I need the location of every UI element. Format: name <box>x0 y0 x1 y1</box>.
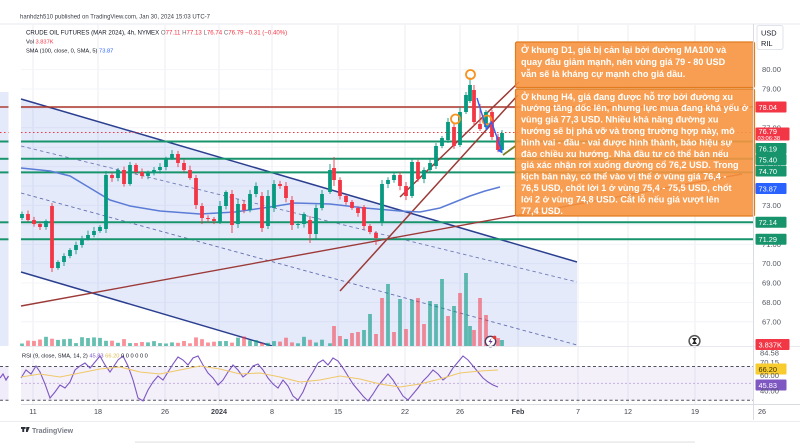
svg-text:66.20: 66.20 <box>759 365 778 374</box>
svg-text:60.00: 60.00 <box>760 371 779 380</box>
svg-text:lời 2 ở vùng 74,8 USD. Cắt lỗ: lời 2 ở vùng 74,8 USD. Cắt lỗ nếu giá vư… <box>521 193 719 204</box>
svg-text:26: 26 <box>161 407 169 416</box>
svg-text:73.87: 73.87 <box>759 184 778 193</box>
svg-text:CRUDE OIL FUTURES (MAR 2024),: CRUDE OIL FUTURES (MAR 2024), 4h, NYMEX … <box>26 30 287 37</box>
svg-text:RIL: RIL <box>761 39 773 48</box>
svg-text:vẫn sẽ là kháng cự mạnh cho gi: vẫn sẽ là kháng cự mạnh cho giá dầu. <box>521 69 685 79</box>
svg-text:70.15: 70.15 <box>760 358 779 367</box>
svg-text:71.29: 71.29 <box>759 235 778 244</box>
svg-text:hướng tăng dốc lên, nhưng lực: hướng tăng dốc lên, nhưng lực mua đang k… <box>521 103 749 113</box>
svg-text:hướng sẽ bị phá vỡ và trong tr: hướng sẽ bị phá vỡ và trong trường hợp n… <box>521 126 735 136</box>
svg-text:kịch bản này, có thể vào vị th: kịch bản này, có thể vào vị thế ở vùng g… <box>521 172 726 182</box>
svg-text:73.00: 73.00 <box>762 201 781 210</box>
svg-text:22: 22 <box>401 407 409 416</box>
svg-text:80.00: 80.00 <box>762 65 781 74</box>
svg-text:79.00: 79.00 <box>762 85 781 94</box>
svg-text:quay đầu giảm mạnh, nên vùng g: quay đầu giảm mạnh, nên vùng giá 79 - 80… <box>521 57 726 67</box>
svg-text:78.04: 78.04 <box>759 103 778 112</box>
svg-text:2024: 2024 <box>211 407 227 416</box>
svg-text:8: 8 <box>270 407 274 416</box>
svg-text:84.58: 84.58 <box>760 348 779 357</box>
svg-text:RSI (9, close, SMA, 14, 2) 45.: RSI (9, close, SMA, 14, 2) 45.83 66.20 0… <box>22 354 148 360</box>
svg-text:11: 11 <box>29 407 36 416</box>
svg-text:19: 19 <box>691 407 699 416</box>
svg-text:40.00: 40.00 <box>760 387 779 396</box>
svg-text:70.00: 70.00 <box>762 259 781 268</box>
svg-text:Ở khung D1, giá bị cản lại bởi: Ở khung D1, giá bị cản lại bởi đường MA1… <box>521 44 727 55</box>
svg-text:SMA (100, close, 0, SMA, 5) 73: SMA (100, close, 0, SMA, 5) 73.87 <box>26 49 113 55</box>
svg-text:69.00: 69.00 <box>762 279 781 288</box>
svg-text:Vol 3.837K: Vol 3.837K <box>26 40 54 46</box>
svg-text:hình vai - đầu - vai được hình: hình vai - đầu - vai được hình thành, bá… <box>521 137 733 147</box>
svg-text:7: 7 <box>576 407 580 416</box>
svg-text:72.14: 72.14 <box>759 218 778 227</box>
svg-text:Feb: Feb <box>512 407 525 416</box>
svg-text:67.00: 67.00 <box>762 317 781 326</box>
svg-text:TradingView: TradingView <box>32 428 74 435</box>
svg-text:giá xác nhận rơi xuống đường c: giá xác nhận rơi xuống đường cổ 76,2 USD… <box>521 160 739 170</box>
svg-text:15: 15 <box>334 407 342 416</box>
svg-text:18: 18 <box>94 407 102 416</box>
svg-text:3.837K: 3.837K <box>759 340 782 349</box>
svg-text:USD: USD <box>761 29 777 38</box>
svg-text:76.79: 76.79 <box>759 127 778 136</box>
svg-text:75.40: 75.40 <box>759 155 778 164</box>
svg-text:77,4 USD.: 77,4 USD. <box>521 206 563 216</box>
svg-text:26: 26 <box>758 407 766 416</box>
svg-text:12: 12 <box>624 407 632 416</box>
svg-text:đảo chiều xu hướng. Nhà đầu tư: đảo chiều xu hướng. Nhà đầu tư có thể bá… <box>521 149 729 159</box>
svg-text:45.83: 45.83 <box>759 381 778 390</box>
svg-text:26: 26 <box>456 407 464 416</box>
svg-text:Ở khung H4, giá đang được hỗ t: Ở khung H4, giá đang được hỗ trợ bởi đườ… <box>521 91 733 102</box>
svg-text:hanhdzh510 published on Tradin: hanhdzh510 published on TradingView.com,… <box>20 15 211 21</box>
svg-text:76.19: 76.19 <box>759 144 778 153</box>
svg-text:03:06:38: 03:06:38 <box>758 136 781 142</box>
svg-text:74.70: 74.70 <box>759 167 778 176</box>
svg-text:vùng giá 77,3 USD. Nhiều khả n: vùng giá 77,3 USD. Nhiều khả năng đường … <box>521 115 718 125</box>
svg-text:76,5 USD, chốt lời 1 ở vùng 75: 76,5 USD, chốt lời 1 ở vùng 75,4 - 75,5 … <box>521 183 732 193</box>
svg-text:68.00: 68.00 <box>762 298 781 307</box>
